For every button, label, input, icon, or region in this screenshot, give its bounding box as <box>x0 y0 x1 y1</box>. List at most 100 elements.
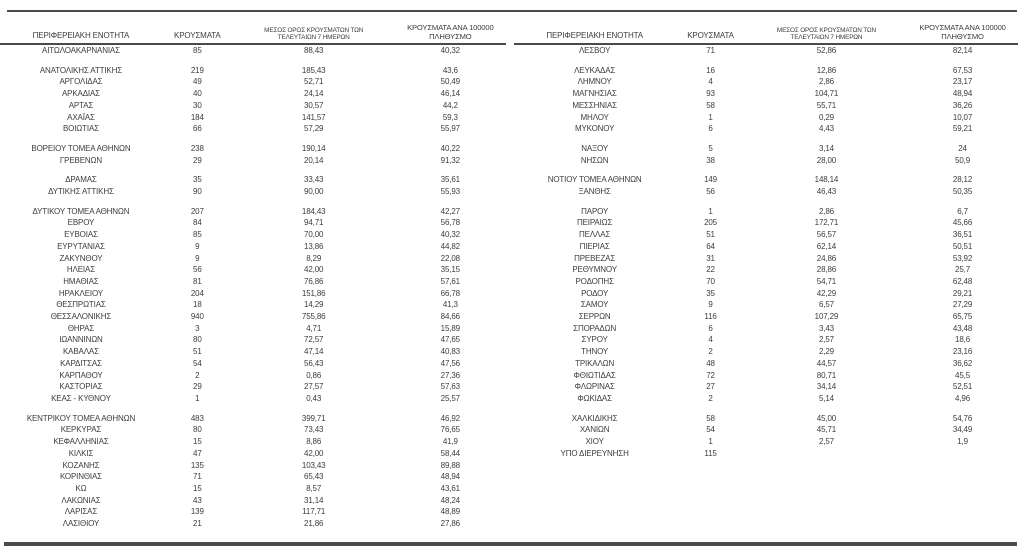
table-row: ΣΠΟΡΑΔΩΝ 6 3,43 43,48 <box>514 323 1018 335</box>
avg7-cell <box>746 448 907 460</box>
table-row: ΝΗΣΩΝ 38 28,00 50,9 <box>514 155 1018 167</box>
table-row: ΒΟΡΕΙΟΥ ΤΟΜΕΑ ΑΘΗΝΩΝ 238 190,14 40,22 <box>0 143 506 155</box>
cases-table-right: ΠΕΡΙΦΕΡΕΙΑΚΗ ΕΝΟΤΗΤΑ ΚΡΟΥΣΜΑΤΑ ΜΕΣΟΣ ΟΡΟ… <box>514 12 1018 460</box>
cases-cell: 940 <box>190 312 204 322</box>
table-row: ΞΑΝΘΗΣ 56 46,43 50,35 <box>514 186 1018 198</box>
table-row: ΛΑΡΙΣΑΣ 139 117,71 48,89 <box>0 506 506 518</box>
per100k-cell: 65,75 <box>952 312 973 322</box>
region-cell: ΚΟΡΙΝΘΙΑΣ <box>59 472 102 482</box>
spacer-cell <box>0 198 506 206</box>
region-cell: ΚΑΡΠΑΘΟΥ <box>59 370 103 380</box>
region-cell: ΡΟΔΟΥ <box>581 288 609 298</box>
table-row: ΧΑΝΙΩΝ 54 45,71 34,49 <box>514 424 1018 436</box>
table-row: ΛΗΜΝΟΥ 4 2,86 23,17 <box>514 76 1018 88</box>
per100k-cell: 35,61 <box>440 175 460 185</box>
table-row: ΠΡΕΒΕΖΑΣ 31 24,86 53,92 <box>514 253 1018 265</box>
table-row: ΣΕΡΡΩΝ 116 107,29 65,75 <box>514 311 1018 323</box>
table-header-right: ΠΕΡΙΦΕΡΕΙΑΚΗ ΕΝΟΤΗΤΑ ΚΡΟΥΣΜΑΤΑ ΜΕΣΟΣ ΟΡΟ… <box>514 12 1018 45</box>
per100k-cell: 29,21 <box>952 288 973 298</box>
per100k-cell: 42,27 <box>440 206 460 216</box>
table-row: ΙΩΑΝΝΙΝΩΝ 80 72,57 47,65 <box>0 334 506 346</box>
avg7-cell: 73,43 <box>304 425 324 435</box>
cases-cell: 58 <box>706 413 715 423</box>
table-row: ΠΕΙΡΑΙΩΣ 205 172,71 45,66 <box>514 217 1018 229</box>
cases-cell: 90 <box>193 187 202 197</box>
column-header-cases: ΚΡΟΥΣΜΑΤΑ <box>161 12 233 45</box>
per100k-cell: 43,48 <box>952 323 973 333</box>
avg7-cell: 34,14 <box>816 382 837 392</box>
per100k-cell: 66,78 <box>440 288 460 298</box>
regional-table-right: ΠΕΡΙΦΕΡΕΙΑΚΗ ΕΝΟΤΗΤΑ ΚΡΟΥΣΜΑΤΑ ΜΕΣΟΣ ΟΡΟ… <box>514 12 1018 460</box>
table-row: ΜΥΚΟΝΟΥ 6 4,43 59,21 <box>514 123 1018 135</box>
avg7-cell: 4,71 <box>306 323 322 333</box>
avg7-cell: 56,57 <box>816 230 837 240</box>
spacer-cell <box>514 135 1018 143</box>
avg7-cell: 20,14 <box>304 155 324 165</box>
region-cell: ΗΛΕΙΑΣ <box>66 265 95 275</box>
spacer-row <box>0 57 506 65</box>
table-row: ΧΙΟΥ 1 2,57 1,9 <box>514 436 1018 448</box>
avg7-cell: 45,71 <box>816 425 837 435</box>
region-cell: ΑΧΑΪΑΣ <box>67 112 95 122</box>
avg7-cell: 151,86 <box>301 288 326 298</box>
avg7-cell: 12,86 <box>816 65 837 75</box>
region-cell: ΑΝΑΤΟΛΙΚΗΣ ΑΤΤΙΚΗΣ <box>39 65 123 75</box>
per100k-cell: 47,56 <box>440 358 460 368</box>
table-row: ΚΕΝΤΡΙΚΟΥ ΤΟΜΕΑ ΑΘΗΝΩΝ 483 399,71 46,92 <box>0 413 506 425</box>
per100k-cell: 57,61 <box>440 276 460 286</box>
region-cell: ΚΩ <box>75 483 87 493</box>
table-row: ΦΘΙΩΤΙΔΑΣ 72 80,71 45,5 <box>514 370 1018 382</box>
region-cell: ΕΥΡΥΤΑΝΙΑΣ <box>57 241 105 251</box>
avg7-cell: 2,57 <box>818 437 834 447</box>
per100k-cell: 15,89 <box>440 323 460 333</box>
spacer-row <box>514 198 1018 206</box>
avg7-cell: 72,57 <box>304 335 324 345</box>
per100k-cell: 44,2 <box>442 100 458 110</box>
avg7-cell: 2,29 <box>818 347 834 357</box>
table-row: ΤΡΙΚΑΛΩΝ 48 44,57 36,62 <box>514 358 1018 370</box>
cases-cell: 56 <box>193 265 202 275</box>
table-row: ΘΕΣΠΡΩΤΙΑΣ 18 14,29 41,3 <box>0 299 506 311</box>
table-row: ΠΑΡΟΥ 1 2,86 6,7 <box>514 206 1018 218</box>
avg7-cell: 3,14 <box>818 143 834 153</box>
region-cell: ΑΙΤΩΛΟΑΚΑΡΝΑΝΙΑΣ <box>42 46 120 55</box>
cases-cell: 149 <box>704 175 717 185</box>
spacer-cell <box>0 405 506 413</box>
region-cell: ΘΕΣΣΑΛΟΝΙΚΗΣ <box>50 312 112 322</box>
per100k-cell: 53,92 <box>952 253 973 263</box>
cases-cell: 93 <box>706 89 715 99</box>
region-cell: ΧΙΟΥ <box>585 437 604 447</box>
avg7-cell: 28,86 <box>816 265 837 275</box>
avg7-cell: 24,14 <box>304 89 324 99</box>
avg7-cell: 94,71 <box>304 218 324 228</box>
cases-cell: 207 <box>190 206 204 216</box>
column-header-per100k-line2: ΠΛΗΘΥΣΜΟ <box>941 31 984 41</box>
avg7-cell: 399,71 <box>301 413 326 423</box>
region-cell: ΡΟΔΟΠΗΣ <box>575 276 614 286</box>
cases-cell: 85 <box>193 46 202 55</box>
per100k-cell: 45,66 <box>952 218 973 228</box>
cases-cell: 66 <box>193 124 202 134</box>
column-header-per100k-line2: ΠΛΗΘΥΣΜΟ <box>429 31 472 41</box>
region-cell: ΠΕΙΡΑΙΩΣ <box>576 218 613 228</box>
cases-cell: 31 <box>706 253 715 263</box>
cases-cell: 29 <box>193 382 202 392</box>
region-cell: ΣΥΡΟΥ <box>581 335 608 345</box>
avg7-cell: 148,14 <box>814 175 839 185</box>
table-row: ΕΥΒΟΙΑΣ 85 70,00 40,32 <box>0 229 506 241</box>
per100k-cell: 44,82 <box>440 241 460 251</box>
region-cell: ΙΩΑΝΝΙΝΩΝ <box>59 335 103 345</box>
cases-cell: 80 <box>193 335 202 345</box>
cases-cell: 49 <box>193 77 202 87</box>
region-cell: ΚΙΛΚΙΣ <box>68 448 94 458</box>
avg7-cell: 90,00 <box>304 187 324 197</box>
region-cell: ΕΒΡΟΥ <box>67 218 95 228</box>
table-row: ΚΕΦΑΛΛΗΝΙΑΣ 15 8,86 41,9 <box>0 436 506 448</box>
table-row: ΥΠΟ ΔΙΕΡΕΥΝΗΣΗ 115 <box>514 448 1018 460</box>
column-header-region: ΠΕΡΙΦΕΡΕΙΑΚΗ ΕΝΟΤΗΤΑ <box>514 12 676 45</box>
cases-cell: 2 <box>195 370 200 380</box>
per100k-cell: 40,83 <box>440 347 460 357</box>
table-row: ΚΩ 15 8,57 43,61 <box>0 483 506 495</box>
per100k-cell: 48,94 <box>440 472 460 482</box>
cases-cell: 35 <box>706 288 715 298</box>
